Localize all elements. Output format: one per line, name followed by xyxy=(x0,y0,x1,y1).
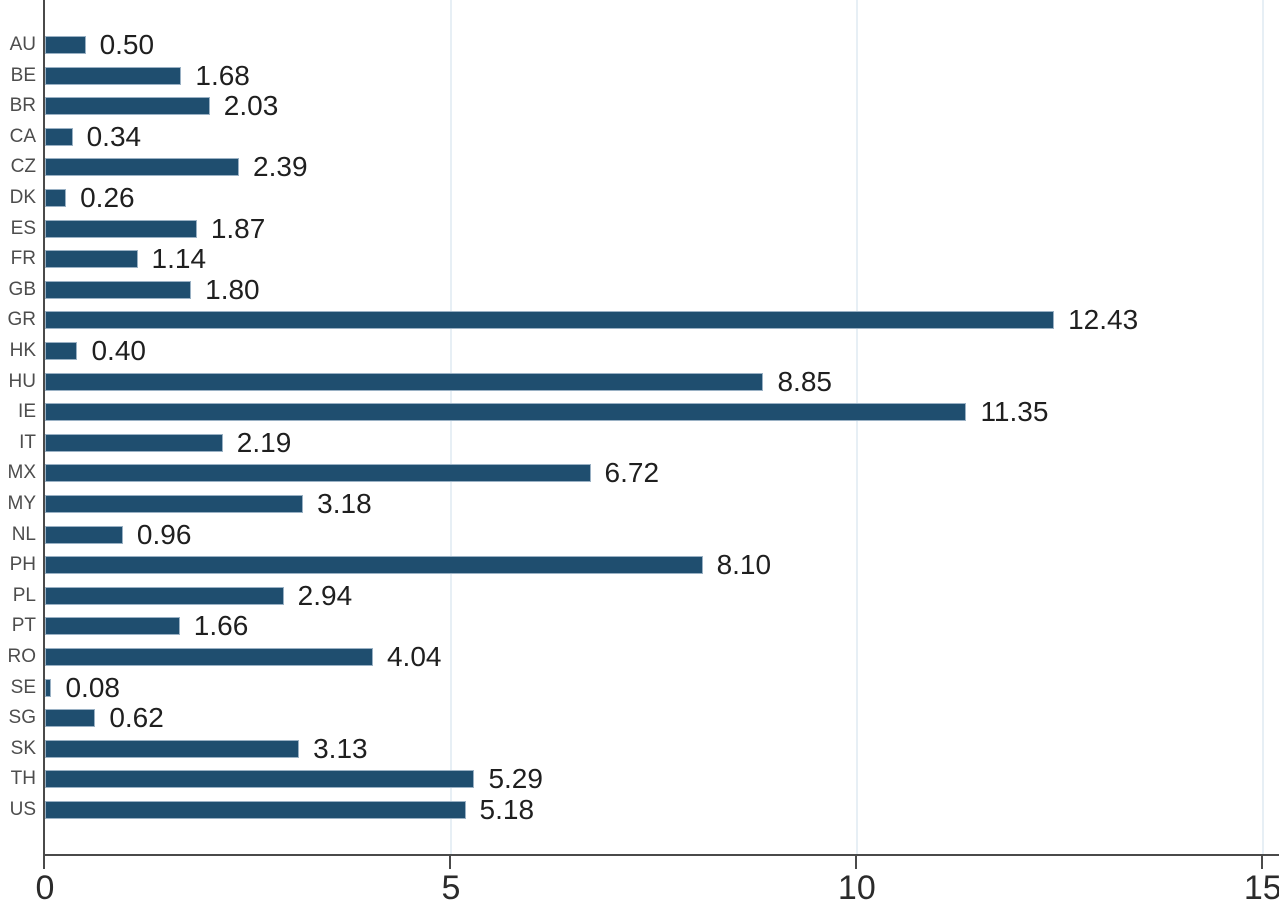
y-axis-label: CZ xyxy=(10,156,36,178)
bar-value-label: 3.18 xyxy=(317,488,372,519)
x-tick-label: 0 xyxy=(35,869,55,907)
bar-value-label: 12.43 xyxy=(1068,304,1139,336)
bar-value-label: 0.08 xyxy=(65,671,120,703)
bar-value-label: 0.40 xyxy=(91,335,146,366)
y-axis-label: IE xyxy=(18,401,36,423)
x-tick-mark xyxy=(854,856,857,869)
bar xyxy=(45,372,764,391)
x-tick-label: 15 xyxy=(1243,869,1279,907)
gridline-x-5 xyxy=(449,0,452,854)
x-tick-mark xyxy=(1260,856,1263,869)
bar xyxy=(45,739,300,758)
bar xyxy=(45,250,138,269)
y-axis-line xyxy=(43,0,45,856)
y-axis-label: US xyxy=(9,799,36,820)
bar xyxy=(45,801,466,819)
bar xyxy=(45,158,240,177)
y-axis-label: SG xyxy=(8,707,36,729)
y-axis-label: NL xyxy=(11,523,36,545)
bar xyxy=(45,36,86,54)
bar-value-label: 0.62 xyxy=(109,702,164,734)
x-tick-mark xyxy=(43,856,45,869)
y-axis-label: TH xyxy=(10,768,36,790)
bar xyxy=(45,770,475,789)
y-axis-label: RO xyxy=(7,646,37,667)
bar-value-label: 6.72 xyxy=(604,457,660,489)
bar xyxy=(45,311,1055,330)
y-axis-label: DK xyxy=(9,187,36,208)
y-axis-label: FR xyxy=(10,248,36,270)
bar xyxy=(45,127,73,146)
y-axis-label: PL xyxy=(12,584,36,606)
y-axis-label: GB xyxy=(8,278,36,300)
bar xyxy=(45,219,197,238)
bar-value-label: 11.35 xyxy=(980,396,1049,428)
bar xyxy=(45,280,192,299)
bar-value-label: 1.66 xyxy=(193,610,249,642)
y-axis-label: MY xyxy=(7,493,37,514)
bar-value-label: 8.10 xyxy=(716,549,772,581)
bar-value-label: 2.03 xyxy=(223,90,279,122)
y-axis-label: PT xyxy=(11,615,36,637)
bar-value-label: 8.85 xyxy=(777,365,832,397)
bar xyxy=(45,525,123,544)
x-tick-label: 5 xyxy=(441,869,461,907)
y-axis-label: IT xyxy=(19,431,36,453)
bar xyxy=(45,678,52,697)
y-axis-label: PH xyxy=(9,554,36,576)
y-axis-label: BR xyxy=(9,95,36,117)
y-axis-label: CA xyxy=(9,125,36,147)
bar xyxy=(45,709,96,728)
bar-value-label: 2.19 xyxy=(236,426,292,458)
bar-value-label: 5.29 xyxy=(488,763,543,795)
bar-value-label: 1.14 xyxy=(151,243,207,275)
x-tick-mark xyxy=(448,856,451,869)
y-axis-label: HU xyxy=(8,370,36,392)
bar xyxy=(45,97,210,116)
bar xyxy=(45,556,703,575)
x-axis-line xyxy=(43,854,1279,856)
bar-value-label: 4.04 xyxy=(386,641,442,672)
bar xyxy=(45,342,78,360)
bar-value-label: 3.13 xyxy=(313,732,368,764)
bar xyxy=(45,586,284,605)
bar xyxy=(45,433,223,452)
gridline-x-10 xyxy=(855,0,858,854)
y-axis-label: GR xyxy=(7,309,37,331)
bar-value-label: 2.94 xyxy=(297,579,353,611)
y-axis-label: SK xyxy=(10,737,36,759)
bar-value-label: 0.96 xyxy=(136,518,192,550)
bar xyxy=(45,464,591,483)
bar xyxy=(45,66,182,85)
y-axis-label: MX xyxy=(7,462,37,484)
bar xyxy=(45,495,304,513)
bar xyxy=(45,189,67,207)
bar-value-label: 1.80 xyxy=(205,273,260,305)
bar-value-label: 1.87 xyxy=(210,212,266,244)
gridline-x-15 xyxy=(1261,0,1264,854)
bar xyxy=(45,403,967,422)
y-axis-label: ES xyxy=(10,217,36,239)
y-axis-label: BE xyxy=(10,64,36,86)
x-tick-label: 10 xyxy=(837,869,876,907)
bar-value-label: 5.18 xyxy=(479,794,535,825)
bar xyxy=(45,648,373,666)
bar-value-label: 2.39 xyxy=(253,151,308,183)
bar-value-label: 0.26 xyxy=(80,182,135,213)
y-axis-label: AU xyxy=(9,34,36,55)
y-axis-label: HK xyxy=(9,340,36,361)
bar-value-label: 0.34 xyxy=(86,120,142,152)
bar xyxy=(45,617,180,636)
y-axis-label: SE xyxy=(10,676,36,698)
bar-value-label: 0.50 xyxy=(99,29,155,60)
bar-value-label: 1.68 xyxy=(195,59,250,91)
